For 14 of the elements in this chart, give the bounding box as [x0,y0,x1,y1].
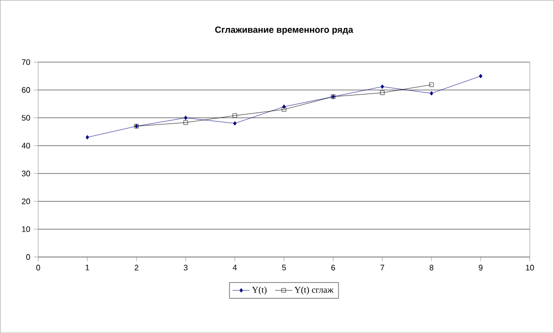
point [233,121,237,126]
point [478,74,482,78]
point [430,91,434,96]
point [184,116,188,120]
chart-title: Сглаживание временного ряда [215,26,354,35]
point [232,113,238,118]
point [380,90,385,95]
point [183,120,188,125]
point [429,82,434,87]
legend-label: Y(t) сглаж [294,286,334,295]
point [380,84,384,89]
legend-label: Y(t) [252,286,267,295]
point [282,107,286,112]
point [86,135,90,140]
